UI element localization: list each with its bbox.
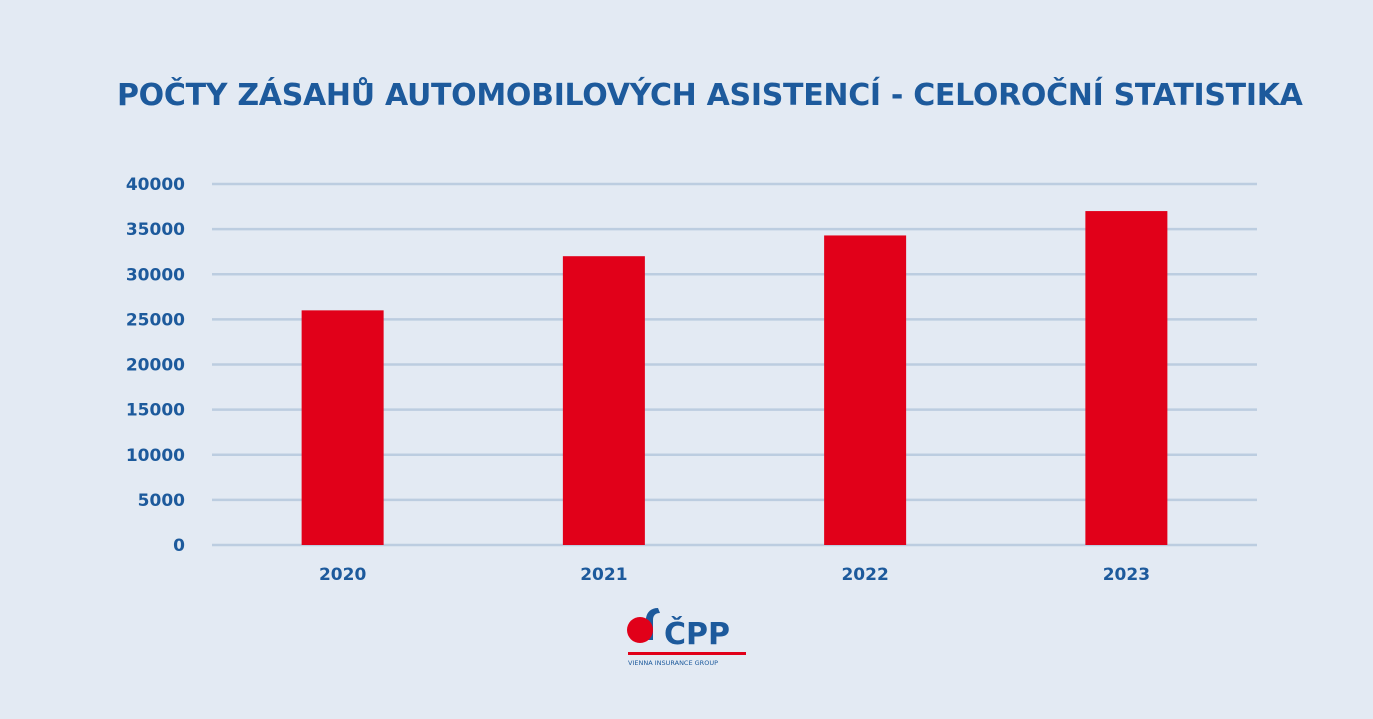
bar-2020 [301, 310, 384, 545]
x-axis-labels: 2020 2021 2022 2023 [319, 565, 1150, 585]
y-tick-label: 35000 [126, 220, 185, 240]
chart-title: POČTY ZÁSAHŮ AUTOMOBILOVÝCH ASISTENCÍ - … [117, 78, 1303, 113]
logo-text: ČPP [664, 615, 730, 652]
gridlines [212, 182, 1257, 547]
y-tick-label: 10000 [126, 446, 185, 466]
y-axis-ticks: 0 5000 10000 15000 20000 25000 30000 35000 40000 [126, 175, 185, 556]
x-tick-label: 2023 [1103, 565, 1150, 585]
y-tick-label: 5000 [138, 491, 185, 511]
x-tick-label: 2021 [580, 565, 627, 585]
bars [301, 211, 1168, 545]
cpp-logo: ČPP VIENNA INSURANCE GROUP [624, 604, 750, 670]
bar-2023 [1085, 211, 1168, 545]
cpp-logo-icon: ČPP VIENNA INSURANCE GROUP [627, 608, 746, 667]
bar-2021 [562, 256, 645, 545]
y-tick-label: 30000 [126, 265, 185, 285]
bar-2022 [824, 235, 907, 545]
x-tick-label: 2022 [841, 565, 888, 585]
y-tick-label: 25000 [126, 310, 185, 330]
logo-tagline: VIENNA INSURANCE GROUP [628, 659, 718, 667]
y-tick-label: 15000 [126, 401, 185, 421]
x-tick-label: 2020 [319, 565, 366, 585]
y-tick-label: 40000 [126, 175, 185, 195]
y-tick-label: 20000 [126, 356, 185, 376]
y-tick-label: 0 [173, 536, 185, 556]
